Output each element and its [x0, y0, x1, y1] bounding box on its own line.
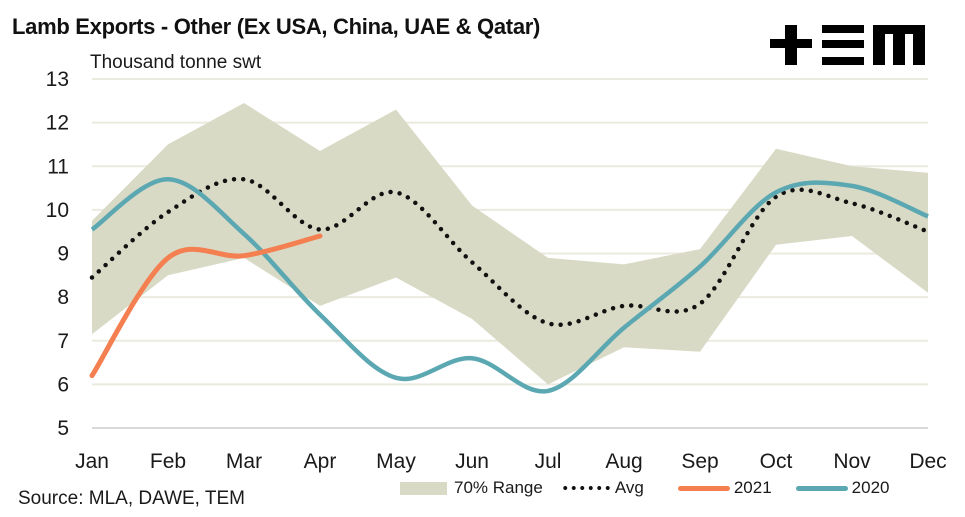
legend-swatch-2020 — [795, 485, 848, 491]
y-tick-label: 10 — [46, 199, 69, 222]
x-tick-label: Dec — [909, 450, 946, 473]
range-area-70pct — [92, 103, 928, 385]
x-tick-label: Jun — [455, 450, 489, 473]
legend-item-2021: 2021 — [677, 478, 772, 498]
x-tick-label: May — [376, 450, 416, 473]
legend-label-range: 70% Range — [454, 478, 543, 497]
y-axis-ticks: 5 6 7 8 9 10 11 12 13 — [46, 68, 69, 440]
y-tick-label: 7 — [57, 330, 69, 353]
x-tick-label: Jan — [75, 450, 109, 473]
series-line-2021 — [89, 233, 323, 379]
source-note: Source: MLA, DAWE, TEM — [18, 488, 245, 509]
y-tick-label: 6 — [57, 373, 69, 396]
y-tick-label: 12 — [46, 112, 69, 135]
y-tick-label: 9 — [57, 243, 69, 266]
x-tick-label: Apr — [304, 450, 337, 473]
y-axis-label: Thousand tonne swt — [90, 52, 262, 73]
legend-label-2020: 2020 — [851, 478, 890, 497]
legend-item-avg: Avg — [560, 478, 644, 498]
x-tick-label: Feb — [150, 450, 186, 473]
y-tick-label: 13 — [46, 68, 69, 91]
legend-swatch-avg — [560, 486, 613, 490]
legend-swatch-2021 — [677, 485, 730, 491]
chart-title: Lamb Exports - Other (Ex USA, China, UAE… — [12, 14, 541, 39]
x-tick-label: Oct — [760, 450, 793, 473]
x-axis-ticks: Jan Feb Mar Apr May Jun Jul Aug Sep Oct Nov Dec — [75, 450, 947, 473]
legend-swatch-range — [400, 481, 447, 495]
x-tick-label: Nov — [833, 450, 871, 473]
series-lines — [89, 176, 931, 394]
y-tick-label: 5 — [57, 417, 69, 440]
legend: 70% Range Avg 2021 2020 — [400, 478, 908, 498]
legend-label-avg: Avg — [614, 478, 644, 497]
tem-logo — [768, 24, 928, 66]
legend-label-2021: 2021 — [733, 478, 772, 497]
legend-item-2020: 2020 — [795, 478, 890, 498]
series-line-2020 — [90, 177, 929, 394]
x-tick-label: Mar — [226, 450, 262, 473]
x-tick-label: Sep — [681, 450, 718, 473]
x-tick-label: Jul — [535, 450, 562, 473]
y-tick-label: 8 — [57, 286, 69, 309]
x-tick-label: Aug — [605, 450, 642, 473]
y-tick-label: 11 — [47, 155, 69, 178]
series-line-avg — [89, 176, 931, 327]
legend-item-range: 70% Range — [400, 478, 543, 498]
